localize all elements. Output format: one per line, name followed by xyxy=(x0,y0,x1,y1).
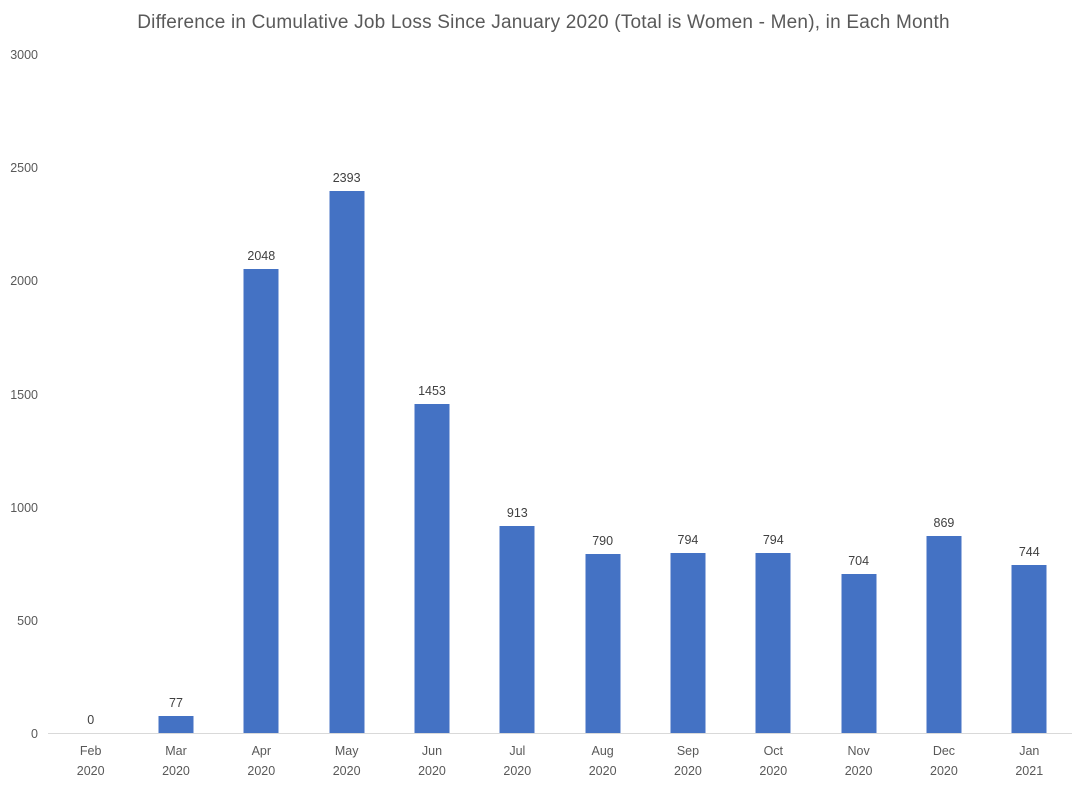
bar[interactable] xyxy=(499,526,535,733)
x-tick-label-month: Jun xyxy=(421,744,443,758)
bar-column: 744 xyxy=(987,55,1072,733)
y-tick-label: 2500 xyxy=(10,161,38,176)
bar[interactable] xyxy=(926,536,962,733)
y-tick-label: 1500 xyxy=(10,387,38,402)
x-tick-label: Jan 2021 xyxy=(987,742,1072,781)
bar-column: 794 xyxy=(731,55,816,733)
bar[interactable] xyxy=(585,554,621,733)
x-tick-label-year: 2020 xyxy=(247,763,276,778)
bar[interactable] xyxy=(670,553,706,733)
x-tick-label-year: 2020 xyxy=(844,763,873,778)
bar-column: 913 xyxy=(475,55,560,733)
x-tick-label-month: May xyxy=(334,744,359,758)
bar-column: 794 xyxy=(645,55,730,733)
x-tick-label-month: Jul xyxy=(509,744,526,758)
x-tick-label: Dec 2020 xyxy=(901,742,986,781)
bar-column: 790 xyxy=(560,55,645,733)
plot-area: 0 77 2048 2393 1453 913 790 794 794 704 869 744 xyxy=(48,55,1072,734)
x-tick-label-year: 2020 xyxy=(332,763,361,778)
chart-title: Difference in Cumulative Job Loss Since … xyxy=(137,12,950,33)
y-tick-label: 500 xyxy=(17,613,38,628)
y-axis: 0 500 1000 1500 2000 2500 3000 xyxy=(0,48,38,741)
x-tick-label-month: Mar xyxy=(165,744,187,758)
x-tick-label-month: Oct xyxy=(763,744,784,758)
x-tick-label: Nov 2020 xyxy=(816,742,901,781)
bar-value-label: 704 xyxy=(848,553,870,568)
bar[interactable] xyxy=(158,715,194,733)
y-tick-label: 2000 xyxy=(10,274,38,289)
bar-value-label: 794 xyxy=(762,533,784,548)
bar-value-label: 869 xyxy=(933,516,955,531)
x-tick-label: Feb 2020 xyxy=(48,742,133,781)
x-tick-label: Mar 2020 xyxy=(133,742,218,781)
x-tick-label: Jul 2020 xyxy=(475,742,560,781)
bar-value-label: 790 xyxy=(592,534,614,549)
bar[interactable] xyxy=(329,191,365,733)
bar-column: 1453 xyxy=(389,55,474,733)
bar[interactable] xyxy=(243,269,279,733)
bar-value-label: 744 xyxy=(1018,544,1040,559)
y-tick-label: 1000 xyxy=(10,500,38,515)
x-tick-label-month: Jan xyxy=(1019,744,1040,758)
bar-value-label: 2393 xyxy=(332,171,361,186)
x-tick-label-year: 2020 xyxy=(588,763,617,778)
x-tick-label-month: Apr xyxy=(251,744,272,758)
bar-column: 869 xyxy=(901,55,986,733)
x-tick-label: May 2020 xyxy=(304,742,389,781)
x-tick-label: Sep 2020 xyxy=(645,742,730,781)
x-tick-label-year: 2020 xyxy=(503,763,532,778)
bar-value-label: 0 xyxy=(87,713,95,727)
bar-value-label: 2048 xyxy=(247,249,276,264)
bar-value-label: 1453 xyxy=(418,384,446,399)
x-tick-label-year: 2021 xyxy=(1015,763,1044,778)
bar-value-label: 77 xyxy=(169,695,183,710)
x-tick-label: Aug 2020 xyxy=(560,742,645,781)
bar-column: 704 xyxy=(816,55,901,733)
x-axis: Feb 2020 Mar 2020 Apr 2020 May 2020 Jun 2020 Jul 20… xyxy=(48,742,1072,781)
x-tick-label-year: 2020 xyxy=(759,763,788,778)
bar-column: 2048 xyxy=(219,55,304,733)
bar-column: 0 xyxy=(48,55,133,733)
bar-column: 2393 xyxy=(304,55,389,733)
bar-column: 77 xyxy=(133,55,218,733)
bar-value-label: 794 xyxy=(677,533,699,548)
x-tick-label-year: 2020 xyxy=(418,763,446,778)
x-tick-label-year: 2020 xyxy=(76,763,105,778)
x-tick-label-year: 2020 xyxy=(930,763,958,778)
x-tick-label-year: 2020 xyxy=(674,763,702,778)
bar[interactable] xyxy=(841,573,877,733)
y-tick-label: 0 xyxy=(31,727,38,741)
x-tick-label-month: Aug xyxy=(591,744,614,758)
x-tick-label-year: 2020 xyxy=(162,763,190,778)
x-tick-label: Oct 2020 xyxy=(731,742,816,781)
bar[interactable] xyxy=(414,404,450,733)
x-tick-label: Jun 2020 xyxy=(389,742,474,781)
bar[interactable] xyxy=(755,553,791,733)
x-tick-label-month: Sep xyxy=(676,744,700,758)
x-tick-label: Apr 2020 xyxy=(219,742,304,781)
x-tick-label-month: Feb xyxy=(79,744,102,758)
y-tick-label: 3000 xyxy=(10,48,38,62)
bar-value-label: 913 xyxy=(506,506,528,521)
x-tick-label-month: Dec xyxy=(932,744,956,758)
x-tick-label-month: Nov xyxy=(847,744,870,758)
bar[interactable] xyxy=(1011,564,1047,733)
